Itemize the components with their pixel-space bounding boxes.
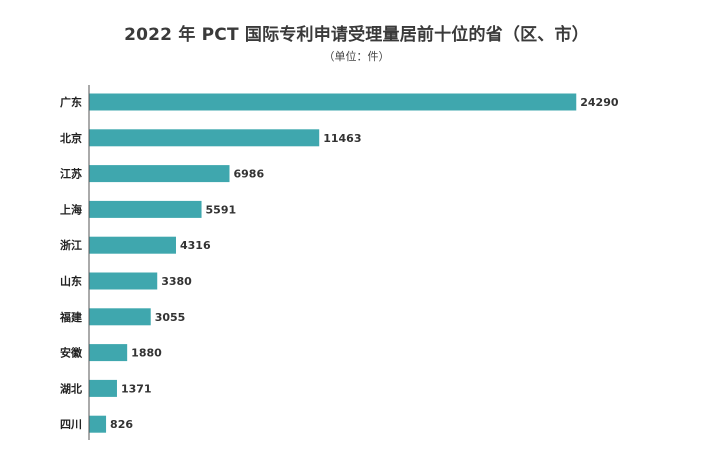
value-label: 24290	[580, 96, 619, 109]
bar-row-5: 山东 3380	[60, 272, 192, 290]
value-label: 6986	[233, 168, 264, 181]
bar-row-1: 北京 11463	[60, 129, 361, 147]
category-label: 上海	[60, 202, 82, 216]
bar	[89, 272, 158, 290]
bar-row-2: 江苏 6986	[60, 165, 264, 183]
category-label: 浙江	[60, 238, 82, 252]
bar-row-9: 四川 826	[60, 415, 133, 433]
category-label: 四川	[60, 418, 82, 431]
value-label: 5591	[206, 203, 237, 216]
category-label: 湖北	[60, 381, 82, 395]
category-label: 福建	[59, 310, 83, 324]
bar-row-0: 广东 24290	[60, 93, 619, 111]
bar	[89, 200, 202, 218]
bar	[89, 236, 176, 254]
bar	[89, 415, 107, 433]
bar-row-8: 湖北 1371	[60, 379, 152, 397]
chart-subtitle: （单位：件）	[323, 50, 390, 63]
bar-row-6: 福建 3055	[59, 308, 186, 326]
bars-group: 广东 24290 北京 11463 江苏 6986 上海 5591 浙江 4316 山东 3380 福建…	[59, 93, 619, 433]
bar-row-4: 浙江 4316	[60, 236, 211, 254]
bar-row-7: 安徽 1880	[60, 344, 162, 362]
value-label: 3380	[161, 275, 192, 288]
category-label: 江苏	[60, 167, 82, 181]
value-label: 1371	[121, 382, 152, 395]
bar	[89, 308, 151, 326]
category-label: 山东	[60, 274, 82, 288]
chart-title: 2022 年 PCT 国际专利申请受理量居前十位的省（区、市）	[124, 25, 589, 45]
category-label: 广东	[60, 95, 82, 109]
value-label: 826	[110, 418, 133, 431]
category-label: 安徽	[60, 346, 83, 360]
bar	[89, 129, 320, 147]
bar	[89, 344, 128, 362]
value-label: 11463	[323, 132, 361, 145]
category-label: 北京	[60, 131, 82, 145]
bar-row-3: 上海 5591	[60, 200, 237, 218]
bar	[89, 379, 117, 397]
bar	[89, 93, 577, 111]
value-label: 1880	[131, 347, 162, 360]
bar	[89, 165, 230, 183]
value-label: 3055	[155, 311, 186, 324]
value-label: 4316	[180, 239, 211, 252]
